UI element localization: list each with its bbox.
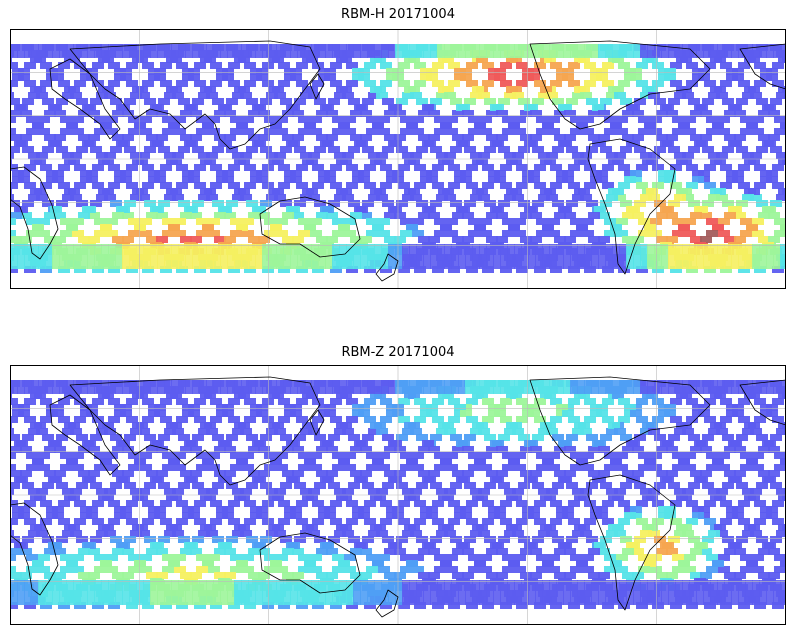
swath-coverage <box>10 44 786 273</box>
graticule <box>10 365 786 625</box>
world-map <box>10 29 786 289</box>
panel-rbm-z: RBM-Z 20171004 <box>0 336 794 633</box>
map-frame <box>10 29 786 289</box>
swath-coverage <box>10 380 786 609</box>
panel-title: RBM-Z 20171004 <box>341 345 455 360</box>
map-frame <box>10 365 786 625</box>
coastlines <box>10 40 786 282</box>
panel-rbm-h: RBM-H 20171004 <box>0 0 794 300</box>
coastlines <box>10 376 786 618</box>
panel-title: RBM-H 20171004 <box>341 7 455 22</box>
world-map <box>10 365 786 625</box>
